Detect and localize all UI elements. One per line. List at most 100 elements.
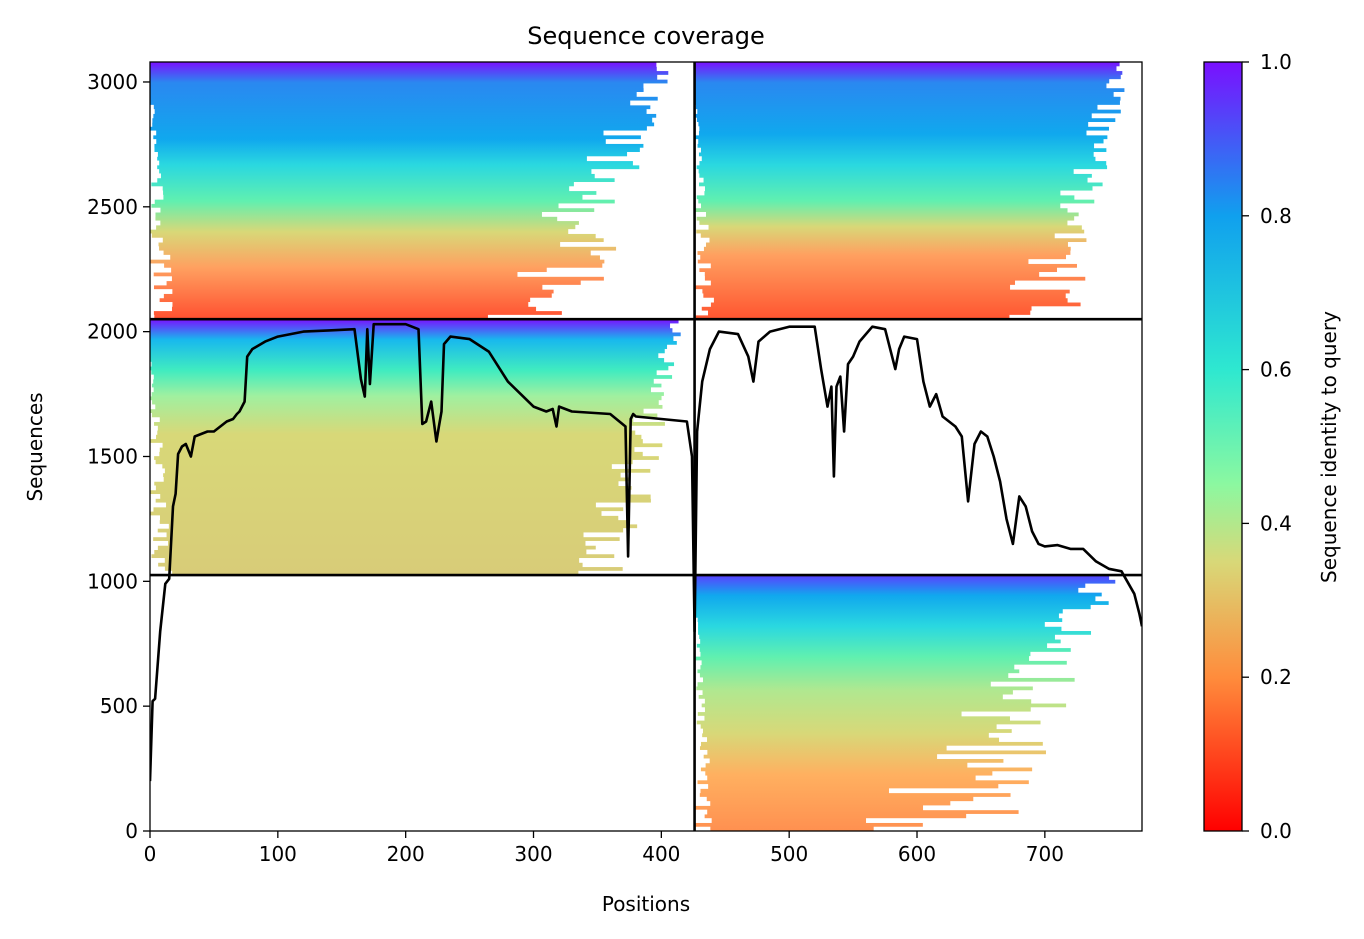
- uncovered-region: [150, 566, 165, 572]
- uncovered-region: [601, 511, 695, 516]
- uncovered-region: [150, 391, 152, 397]
- uncovered-region: [1012, 690, 1142, 696]
- uncovered-region: [542, 284, 695, 290]
- uncovered-region: [643, 83, 695, 89]
- uncovered-region: [635, 430, 695, 435]
- uncovered-region: [694, 220, 700, 226]
- uncovered-region: [579, 558, 695, 563]
- uncovered-region: [530, 297, 695, 303]
- uncovered-region: [150, 143, 155, 149]
- uncovered-region: [694, 698, 705, 704]
- uncovered-region: [946, 745, 1142, 751]
- uncovered-region: [614, 177, 695, 183]
- uncovered-region: [599, 254, 695, 260]
- uncovered-region: [694, 818, 712, 823]
- uncovered-region: [1061, 626, 1142, 632]
- uncovered-region: [694, 771, 706, 777]
- uncovered-region: [561, 310, 695, 316]
- uncovered-region: [150, 451, 160, 457]
- uncovered-region: [150, 207, 161, 213]
- uncovered-region: [694, 668, 698, 674]
- uncovered-region: [694, 732, 703, 738]
- uncovered-region: [1107, 164, 1142, 170]
- uncovered-region: [661, 395, 695, 401]
- uncovered-region: [603, 130, 695, 136]
- uncovered-region: [657, 96, 695, 102]
- uncovered-region: [1119, 100, 1142, 106]
- uncovered-region: [1081, 224, 1142, 230]
- uncovered-region: [536, 306, 695, 312]
- uncovered-region: [602, 263, 695, 269]
- uncovered-region: [150, 117, 153, 123]
- uncovered-region: [975, 775, 1142, 781]
- x-tick-label: 500: [770, 842, 808, 866]
- uncovered-region: [150, 134, 154, 140]
- uncovered-region: [999, 737, 1142, 742]
- uncovered-region: [150, 156, 158, 162]
- uncovered-region: [1092, 186, 1142, 192]
- uncovered-region: [694, 651, 701, 657]
- uncovered-region: [553, 289, 695, 294]
- uncovered-region: [888, 788, 1142, 794]
- uncovered-region: [1080, 302, 1142, 307]
- x-axis: 0 100 200 300 400 500 600 700: [144, 831, 1064, 866]
- uncovered-region: [662, 404, 695, 410]
- uncovered-region: [694, 147, 701, 153]
- uncovered-region: [653, 378, 695, 384]
- uncovered-region: [694, 109, 698, 114]
- uncovered-region: [1120, 74, 1142, 80]
- uncovered-region: [150, 246, 160, 252]
- uncovered-region: [694, 788, 701, 794]
- uncovered-region: [1019, 668, 1142, 674]
- uncovered-region: [150, 272, 154, 277]
- uncovered-region: [150, 130, 157, 136]
- uncovered-region: [694, 745, 700, 751]
- uncovered-region: [694, 203, 701, 209]
- uncovered-region: [650, 387, 695, 393]
- uncovered-region: [694, 724, 701, 730]
- uncovered-region: [1124, 87, 1142, 93]
- uncovered-region: [1009, 715, 1142, 721]
- uncovered-region: [1070, 250, 1142, 256]
- uncovered-region: [1103, 139, 1142, 144]
- x-tick-label: 400: [642, 842, 680, 866]
- uncovered-region: [150, 361, 152, 367]
- uncovered-region: [656, 62, 695, 67]
- uncovered-region: [694, 711, 698, 717]
- uncovered-region: [586, 549, 695, 555]
- uncovered-region: [150, 374, 154, 380]
- uncovered-region: [150, 387, 154, 393]
- uncovered-region: [634, 447, 695, 452]
- uncovered-region: [1106, 160, 1142, 166]
- uncovered-region: [694, 792, 700, 798]
- uncovered-region: [961, 711, 1142, 717]
- uncovered-region: [1116, 66, 1142, 72]
- uncovered-region: [694, 233, 701, 239]
- uncovered-region: [694, 302, 711, 307]
- uncovered-region: [618, 515, 695, 521]
- uncovered-region: [150, 306, 172, 312]
- uncovered-region: [643, 143, 695, 149]
- uncovered-region: [676, 340, 695, 346]
- uncovered-region: [654, 122, 695, 127]
- uncovered-region: [1078, 587, 1142, 593]
- uncovered-region: [560, 242, 695, 247]
- uncovered-region: [694, 767, 701, 772]
- uncovered-region: [640, 134, 695, 140]
- uncovered-region: [1074, 194, 1142, 200]
- uncovered-region: [150, 413, 152, 418]
- uncovered-region: [694, 749, 708, 755]
- uncovered-region: [631, 485, 695, 491]
- uncovered-region: [694, 237, 710, 243]
- uncovered-region: [611, 464, 695, 469]
- uncovered-region: [1088, 122, 1142, 127]
- uncovered-region: [150, 528, 158, 533]
- uncovered-region: [1115, 117, 1142, 123]
- uncovered-region: [641, 434, 695, 440]
- uncovered-region: [1094, 199, 1142, 204]
- uncovered-region: [150, 442, 163, 448]
- uncovered-region: [551, 293, 695, 299]
- uncovered-region: [1113, 92, 1142, 97]
- uncovered-region: [1093, 152, 1142, 157]
- uncovered-region: [150, 378, 154, 384]
